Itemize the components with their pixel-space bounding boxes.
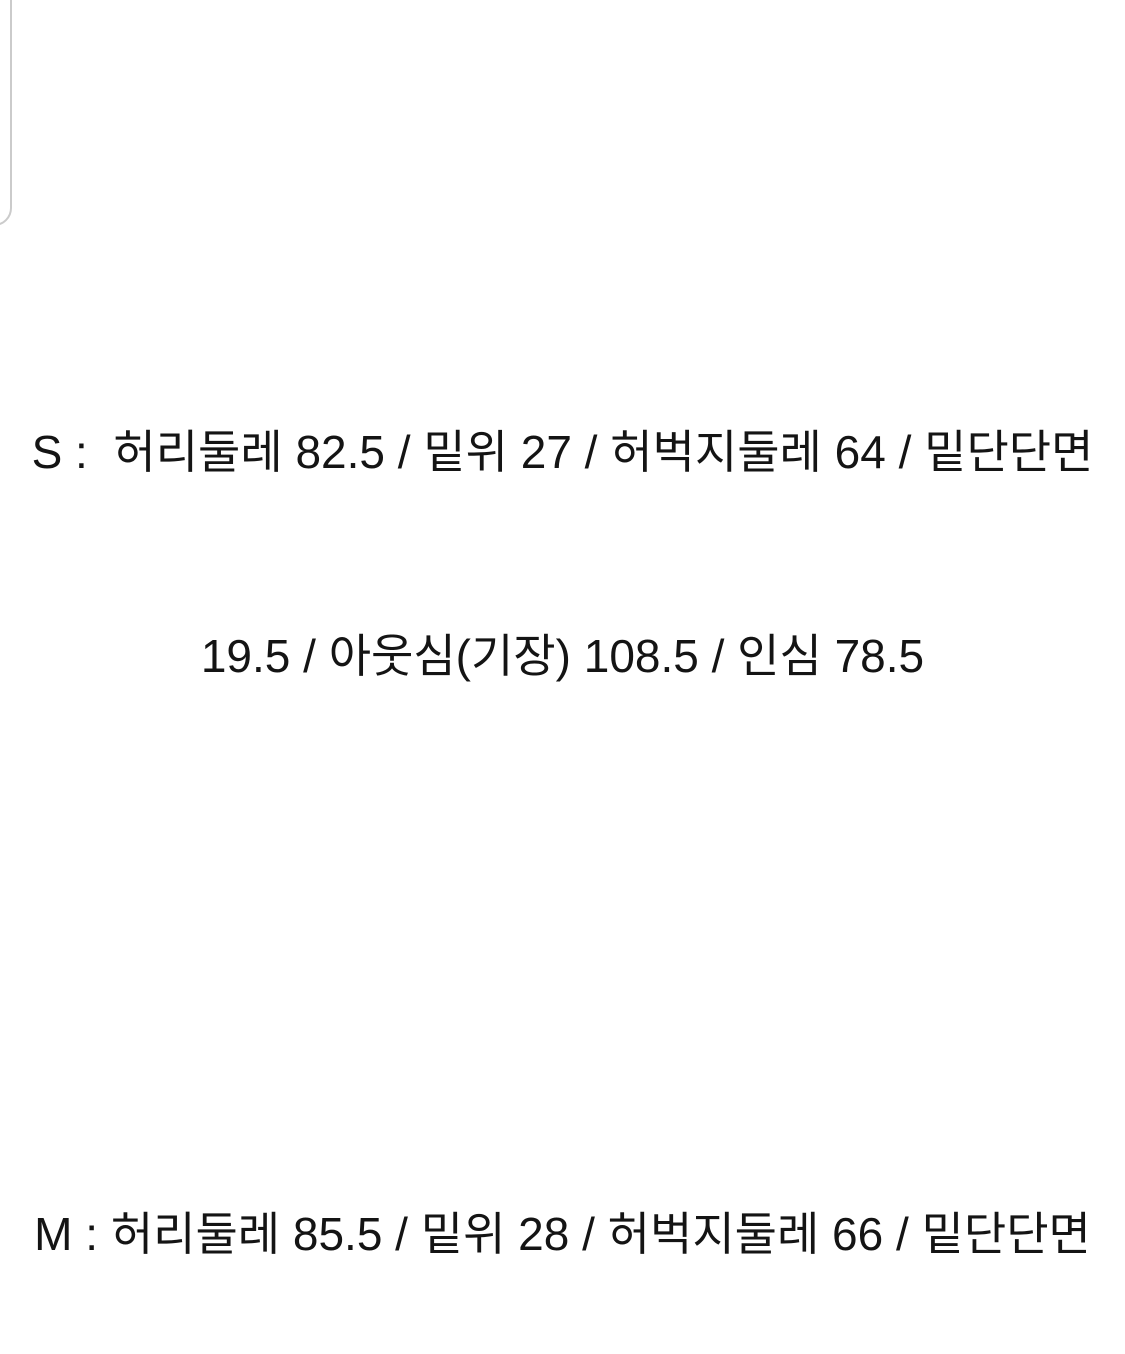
size-s-line-2: 19.5 / 아웃심(기장) 108.5 / 인심 78.5 [200, 630, 925, 682]
size-chart: S : 허리둘레 82.5 / 밑위 27 / 허벅지둘레 64 / 밑단단면 … [0, 78, 1125, 1354]
size-row-s: S : 허리둘레 82.5 / 밑위 27 / 허벅지둘레 64 / 밑단단면 … [0, 282, 1125, 826]
size-s-line-1: S : 허리둘레 82.5 / 밑위 27 / 허벅지둘레 64 / 밑단단면 [31, 426, 1094, 478]
size-m-line-1: M : 허리둘레 85.5 / 밑위 28 / 허벅지둘레 66 / 밑단단면 [34, 1208, 1091, 1260]
size-row-m: M : 허리둘레 85.5 / 밑위 28 / 허벅지둘레 66 / 밑단단면 … [0, 1064, 1125, 1354]
